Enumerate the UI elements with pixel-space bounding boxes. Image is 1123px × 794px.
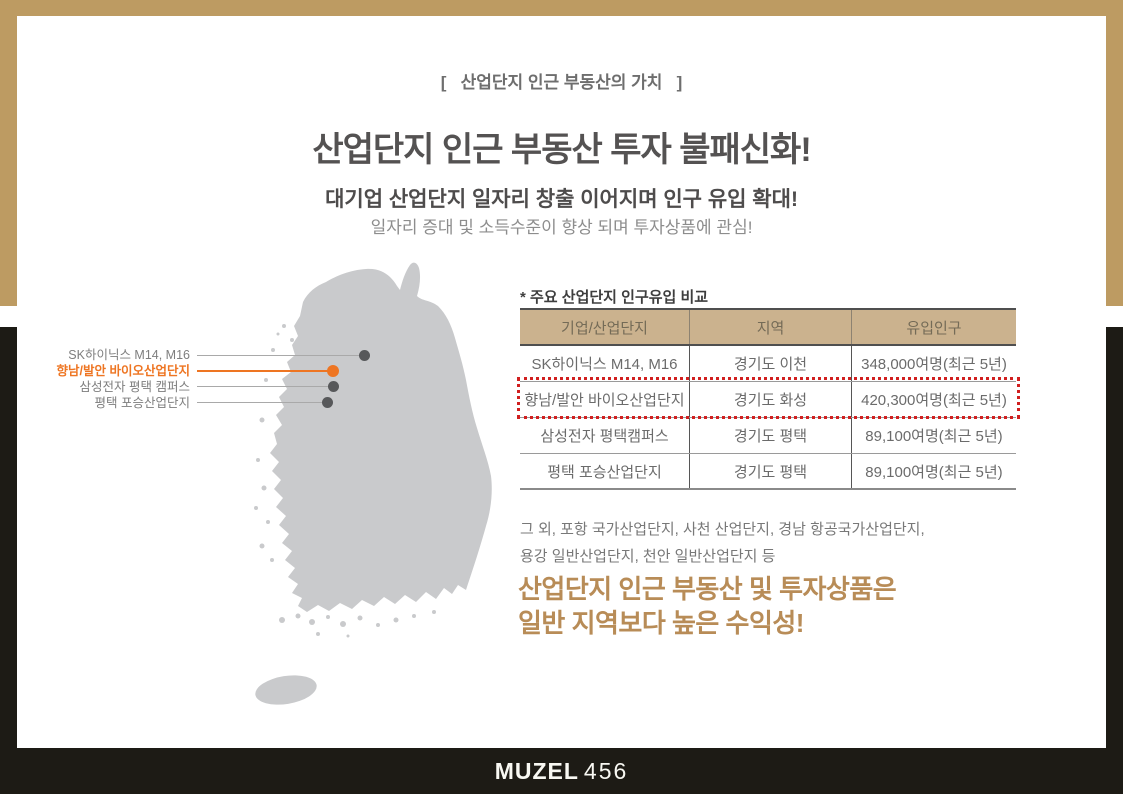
claim-line-1: 산업단지 인근 부동산 및 투자상품은 — [518, 574, 897, 604]
note-line-1: 그 외, 포항 국가산업단지, 사천 산업단지, 경남 항공국가산업단지, — [520, 521, 925, 538]
map-dot-poseung — [322, 397, 333, 408]
map-dot-samsung-pyeongtaek — [328, 381, 339, 392]
note-line-2: 용강 일반산업단지, 천안 일반산업단지 등 — [520, 548, 776, 565]
cell-region: 경기도 화성 — [690, 382, 852, 417]
frame-black-right-bar — [1106, 327, 1123, 794]
leader-line-samsung-pyeongtaek — [197, 386, 333, 387]
subtitle-bold: 대기업 산업단지 일자리 창출 이어지며 인구 유입 확대! — [325, 188, 798, 211]
page-title: 산업단지 인근 부동산 투자 불패신화! — [312, 131, 811, 169]
col-header-region: 지역 — [690, 310, 852, 344]
claim-line-2: 일반 지역보다 높은 수익성! — [518, 608, 804, 638]
col-header-company: 기업/산업단지 — [520, 310, 690, 344]
korea-map-silhouette — [254, 262, 492, 705]
map-label-samsung-pyeongtaek: 삼성전자 평택 캠퍼스 — [79, 380, 190, 394]
map-label-poseung: 평택 포승산업단지 — [94, 396, 190, 410]
cell-inflow: 89,100여명(최근 5년) — [865, 428, 1003, 445]
leader-line-poseung — [197, 402, 327, 403]
cell-region: 경기도 평택 — [690, 454, 852, 488]
table-caption: * 주요 산업단지 인구유입 비교 — [520, 289, 709, 306]
cell-region: 경기도 이천 — [690, 346, 852, 381]
frame-black-left-bar — [0, 327, 17, 794]
table-row-highlighted: 향남/발안 바이오산업단지 경기도 화성 420,300여명(최근 5년) — [520, 382, 1016, 418]
other-complexes-note: 그 외, 포항 국가산업단지, 사천 산업단지, 경남 항공국가산업단지, 용강… — [520, 516, 925, 570]
map-label-sk-hynix: SK하이닉스 M14, M16 — [68, 348, 190, 362]
cell-company: 향남/발안 바이오산업단지 — [520, 382, 690, 417]
cell-company: 삼성전자 평택캠퍼스 — [520, 418, 690, 453]
col-header-inflow: 유입인구 — [906, 319, 962, 337]
cell-region: 경기도 평택 — [690, 418, 852, 453]
table-row: 삼성전자 평택캠퍼스 경기도 평택 89,100여명(최근 5년) — [520, 418, 1016, 454]
leader-line-hyangnam-balan — [197, 370, 333, 372]
table-row: 평택 포승산업단지 경기도 평택 89,100여명(최근 5년) — [520, 454, 1016, 490]
map-dot-sk-hynix — [359, 350, 370, 361]
cell-inflow: 348,000여명(최근 5년) — [861, 356, 1007, 373]
leader-line-sk-hynix — [197, 355, 364, 356]
brand-logo: MUZEL 456 — [495, 758, 629, 785]
cell-company: SK하이닉스 M14, M16 — [520, 346, 690, 381]
cell-inflow: 89,100여명(최근 5년) — [865, 463, 1003, 481]
frame-gold-top-bar — [0, 0, 1123, 16]
population-inflow-table: 기업/산업단지 지역 유입인구 SK하이닉스 M14, M16 경기도 이천 3… — [520, 308, 1016, 490]
eyebrow-text: [ 산업단지 인근 부동산의 가치 ] — [440, 73, 683, 92]
map-dot-hyangnam-balan — [327, 365, 339, 377]
brand-logo-main: MUZEL — [494, 757, 579, 784]
map-label-hyangnam-balan: 향남/발안 바이오산업단지 — [56, 364, 190, 378]
table-header-row: 기업/산업단지 지역 유입인구 — [520, 310, 1016, 346]
frame-gold-left-bar — [0, 0, 17, 306]
subtitle-light: 일자리 증대 및 소득수준이 향상 되며 투자상품에 관심! — [370, 218, 753, 237]
cell-company: 평택 포승산업단지 — [520, 454, 690, 488]
table-row: SK하이닉스 M14, M16 경기도 이천 348,000여명(최근 5년) — [520, 346, 1016, 382]
red-dotted-highlight-box — [517, 377, 1020, 419]
closing-claim: 산업단지 인근 부동산 및 투자상품은 일반 지역보다 높은 수익성! — [518, 572, 897, 640]
brand-logo-number: 456 — [583, 757, 629, 784]
frame-gold-right-bar — [1106, 0, 1123, 306]
footer-band: MUZEL 456 — [0, 748, 1123, 794]
korea-map — [254, 262, 492, 705]
jeju-island — [255, 675, 317, 705]
cell-inflow: 420,300여명(최근 5년) — [861, 392, 1007, 409]
